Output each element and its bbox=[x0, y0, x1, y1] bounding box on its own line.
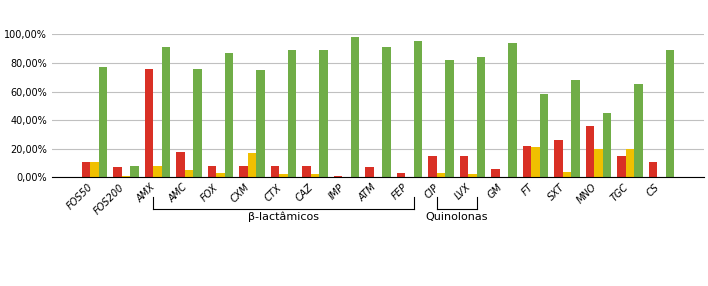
Bar bbox=[302, 166, 311, 177]
Bar bbox=[239, 166, 248, 177]
Bar bbox=[319, 50, 328, 177]
Bar bbox=[571, 80, 580, 177]
Bar bbox=[311, 174, 319, 177]
Bar bbox=[122, 176, 130, 177]
Bar bbox=[248, 153, 256, 177]
Bar bbox=[333, 176, 342, 177]
Bar bbox=[153, 166, 161, 177]
Bar bbox=[617, 156, 626, 177]
Bar bbox=[270, 166, 279, 177]
Bar bbox=[144, 69, 153, 177]
Bar bbox=[216, 173, 224, 177]
Text: Quinolonas: Quinolonas bbox=[426, 212, 488, 222]
Bar bbox=[594, 149, 603, 177]
Bar bbox=[531, 147, 539, 177]
Bar bbox=[603, 113, 611, 177]
Bar bbox=[279, 174, 287, 177]
Bar bbox=[287, 50, 296, 177]
Bar bbox=[459, 156, 468, 177]
Bar bbox=[523, 146, 531, 177]
Bar bbox=[539, 94, 548, 177]
Bar bbox=[626, 149, 634, 177]
Bar bbox=[185, 170, 193, 177]
Bar bbox=[224, 53, 233, 177]
Bar bbox=[554, 140, 563, 177]
Bar bbox=[666, 50, 674, 177]
Bar bbox=[476, 57, 485, 177]
Bar bbox=[382, 47, 391, 177]
Bar bbox=[176, 152, 185, 177]
Bar bbox=[649, 162, 657, 177]
Bar bbox=[207, 166, 216, 177]
Bar bbox=[445, 60, 454, 177]
Bar bbox=[396, 173, 405, 177]
Text: β-lactâmicos: β-lactâmicos bbox=[248, 212, 319, 222]
Bar bbox=[634, 84, 643, 177]
Bar bbox=[113, 167, 122, 177]
Bar bbox=[90, 162, 98, 177]
Bar bbox=[468, 174, 476, 177]
Bar bbox=[586, 126, 594, 177]
Bar bbox=[81, 162, 90, 177]
Bar bbox=[508, 43, 517, 177]
Bar bbox=[256, 70, 265, 177]
Bar bbox=[161, 47, 170, 177]
Bar bbox=[563, 172, 571, 177]
Bar bbox=[193, 69, 202, 177]
Bar bbox=[365, 167, 374, 177]
Bar bbox=[413, 41, 422, 177]
Bar bbox=[428, 156, 437, 177]
Bar bbox=[130, 166, 139, 177]
Bar bbox=[491, 169, 500, 177]
Bar bbox=[350, 37, 359, 177]
Bar bbox=[98, 67, 107, 177]
Bar bbox=[437, 173, 445, 177]
